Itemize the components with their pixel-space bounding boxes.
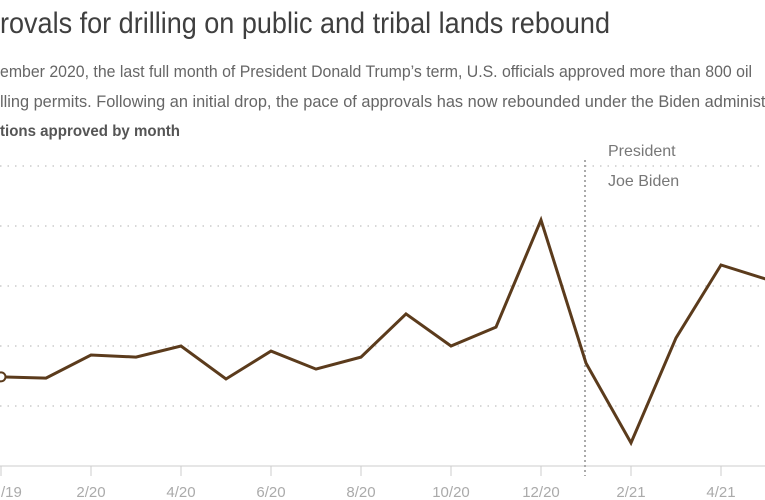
start-point-marker (0, 371, 7, 383)
x-tick-label: 8/20 (346, 484, 375, 500)
x-tick-label: 4/21 (706, 484, 735, 500)
chart-subtitle-line-2: lling permits. Following an initial drop… (0, 92, 765, 111)
x-tick-label: 6/20 (256, 484, 285, 500)
x-tick-label: 2/21 (616, 484, 645, 500)
series-line (0, 215, 765, 447)
annotation-line-1: President (608, 143, 676, 160)
chart-subtitle-line-1: ember 2020, the last full month of Presi… (0, 62, 752, 81)
x-tick-label: 2/20 (76, 484, 105, 500)
y-axis-label: tions approved by month (0, 123, 180, 140)
annotation-line-2: Joe Biden (608, 173, 679, 190)
x-tick-label: 12/20 (522, 484, 560, 500)
chart-title: rovals for drilling on public and tribal… (0, 7, 610, 40)
x-tick-label: /19 (1, 484, 22, 500)
x-tick-label: 4/20 (166, 484, 195, 500)
x-tick-label: 10/20 (432, 484, 470, 500)
